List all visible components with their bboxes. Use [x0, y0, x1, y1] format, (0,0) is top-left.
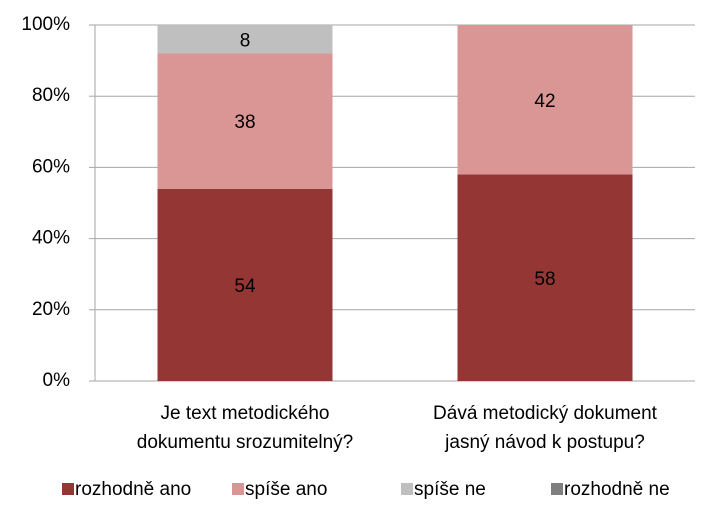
y-tick-label: 80%	[32, 85, 70, 106]
legend-swatch	[551, 483, 563, 495]
bar-segment	[157, 53, 333, 189]
y-tick-label: 100%	[21, 14, 70, 35]
bar-segment	[157, 188, 333, 381]
bar-segment	[157, 25, 333, 54]
y-tick-label: 0%	[43, 370, 71, 391]
legend-label: spíše ne	[414, 479, 486, 500]
legend-label: spíše ano	[245, 479, 327, 500]
legend-label: rozhodně ne	[564, 479, 670, 500]
legend-swatch	[401, 483, 413, 495]
y-tick-label: 20%	[32, 299, 70, 320]
data-label: 8	[240, 30, 251, 51]
data-label: 38	[234, 112, 255, 133]
legend-label: rozhodně ano	[75, 479, 191, 500]
x-tick-label: Dává metodický dokument jasný návod k pos…	[433, 403, 658, 453]
data-label: 42	[534, 91, 555, 112]
data-label: 54	[234, 276, 256, 297]
y-tick-label: 60%	[32, 156, 70, 177]
y-tick-label: 40%	[32, 228, 70, 249]
bar-segment	[457, 174, 633, 381]
legend-swatch	[232, 483, 244, 495]
bar-segment	[457, 25, 633, 175]
data-label: 58	[534, 269, 555, 290]
legend-swatch	[62, 483, 74, 495]
x-tick-label: Je text metodického dokumentu srozumiteln…	[137, 403, 354, 453]
